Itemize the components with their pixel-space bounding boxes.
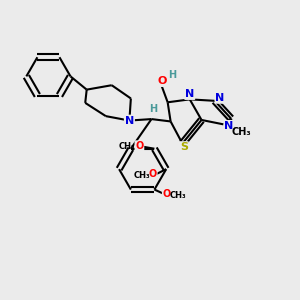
Text: CH₃: CH₃ — [232, 127, 251, 137]
Text: CH₃: CH₃ — [119, 142, 135, 151]
Text: N: N — [215, 93, 225, 103]
Text: O: O — [148, 169, 157, 179]
Text: O: O — [135, 141, 143, 151]
Text: H: H — [168, 70, 176, 80]
Text: N: N — [224, 121, 233, 131]
Text: N: N — [125, 116, 134, 126]
Text: S: S — [180, 142, 188, 152]
Text: CH₃: CH₃ — [134, 171, 150, 180]
Text: N: N — [185, 89, 194, 99]
Text: H: H — [149, 104, 157, 114]
Text: CH₃: CH₃ — [170, 191, 186, 200]
Text: O: O — [158, 76, 167, 86]
Text: O: O — [163, 189, 171, 199]
